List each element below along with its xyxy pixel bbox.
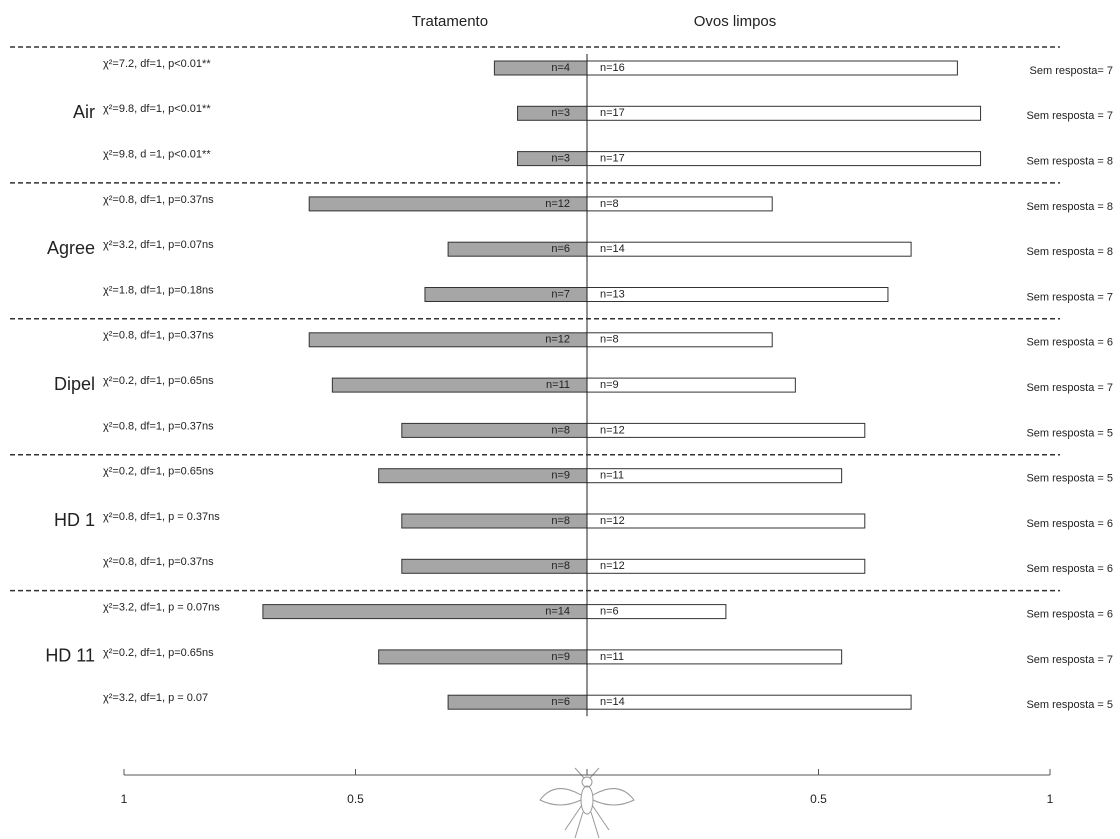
no-response-label: Sem resposta = 8: [1026, 201, 1113, 213]
group-label: HD 11: [45, 646, 95, 666]
count-label: n=12: [545, 334, 570, 346]
stat-label: χ²=0.8, df=1, p = 0.37ns: [103, 511, 220, 523]
bar: [587, 288, 888, 302]
count-label: n=4: [551, 62, 570, 74]
count-label: n=16: [600, 62, 625, 74]
count-label: n=6: [551, 243, 570, 255]
bar: [587, 152, 981, 166]
no-response-label: Sem resposta= 7: [1030, 65, 1113, 77]
no-response-label: Sem resposta = 7: [1026, 382, 1113, 394]
stat-label: χ²=0.2, df=1, p=0.65ns: [103, 647, 214, 659]
bar: [494, 61, 587, 75]
bar: [263, 605, 587, 619]
stat-label: χ²=0.2, df=1, p=0.65ns: [103, 466, 214, 478]
insect-icon: [540, 768, 634, 838]
bar: [587, 695, 911, 709]
chart: Tratamento Ovos limpos Air Agree Dipel HD 1…: [0, 0, 1120, 839]
bar: [587, 559, 865, 573]
group-label: Dipel: [54, 374, 95, 394]
count-label: n=12: [545, 198, 570, 210]
no-response-label: Sem resposta = 5: [1026, 473, 1113, 485]
count-label: n=9: [600, 379, 619, 391]
no-response-label: Sem resposta = 5: [1026, 699, 1113, 711]
count-label: n=14: [600, 243, 625, 255]
stat-label: χ²=0.8, df=1, p=0.37ns: [103, 194, 214, 206]
x-tick-label: 0.5: [810, 792, 827, 806]
count-label: n=14: [600, 696, 625, 708]
count-label: n=11: [546, 379, 570, 391]
bar: [587, 514, 865, 528]
stat-label: χ²=0.8, df=1, p=0.37ns: [103, 420, 214, 432]
count-label: n=17: [600, 153, 625, 165]
bar: [587, 650, 842, 664]
group-label: Air: [73, 102, 95, 122]
count-label: n=12: [600, 515, 625, 527]
stat-label: χ²=0.2, df=1, p=0.65ns: [103, 375, 214, 387]
no-response-label: Sem resposta = 7: [1026, 654, 1113, 666]
no-response-label: Sem resposta = 6: [1026, 563, 1113, 575]
x-tick-label: 1: [1047, 792, 1054, 806]
no-response-label: Sem resposta = 8: [1026, 156, 1113, 168]
count-label: n=8: [600, 198, 619, 210]
group-label: HD 1: [54, 510, 95, 530]
bar: [587, 61, 957, 75]
bar: [587, 106, 981, 120]
x-tick-label: 0.5: [347, 792, 364, 806]
count-label: n=8: [551, 424, 570, 436]
count-label: n=3: [551, 153, 570, 165]
count-label: n=7: [551, 288, 570, 300]
count-label: n=9: [551, 651, 570, 663]
no-response-label: Sem resposta = 7: [1026, 291, 1113, 303]
no-response-label: Sem resposta = 8: [1026, 246, 1113, 258]
count-label: n=12: [600, 560, 625, 572]
count-label: n=13: [600, 288, 625, 300]
count-label: n=14: [545, 606, 570, 618]
x-tick-label: 1: [121, 792, 128, 806]
count-label: n=8: [551, 560, 570, 572]
no-response-label: Sem resposta = 6: [1026, 518, 1113, 530]
stat-label: χ²=7.2, df=1, p<0.01**: [103, 58, 211, 70]
count-label: n=3: [551, 107, 570, 119]
no-response-label: Sem resposta = 6: [1026, 337, 1113, 349]
count-label: n=6: [551, 696, 570, 708]
bar: [587, 423, 865, 437]
count-label: n=17: [600, 107, 625, 119]
bar: [587, 469, 842, 483]
count-label: n=11: [600, 470, 624, 482]
no-response-label: Sem resposta = 5: [1026, 427, 1113, 439]
no-response-label: Sem resposta = 7: [1026, 110, 1113, 122]
count-label: n=12: [600, 424, 625, 436]
stat-label: χ²=3.2, df=1, p=0.07ns: [103, 239, 214, 251]
stat-label: χ²=1.8, df=1, p=0.18ns: [103, 284, 214, 296]
count-label: n=9: [551, 470, 570, 482]
count-label: n=8: [600, 334, 619, 346]
count-label: n=11: [600, 651, 624, 663]
right-header: Ovos limpos: [694, 13, 777, 30]
stat-label: χ²=3.2, df=1, p = 0.07: [103, 692, 208, 704]
count-label: n=6: [600, 606, 619, 618]
group-label: Agree: [47, 238, 95, 258]
stat-label: χ²=0.8, df=1, p=0.37ns: [103, 556, 214, 568]
stat-label: χ²=9.8, d =1, p<0.01**: [103, 149, 211, 161]
left-header: Tratamento: [412, 13, 488, 30]
no-response-label: Sem resposta = 6: [1026, 609, 1113, 621]
stat-label: χ²=3.2, df=1, p = 0.07ns: [103, 602, 220, 614]
count-label: n=8: [551, 515, 570, 527]
bar: [587, 242, 911, 256]
stat-label: χ²=0.8, df=1, p=0.37ns: [103, 330, 214, 342]
stat-label: χ²=9.8, df=1, p<0.01**: [103, 103, 211, 115]
